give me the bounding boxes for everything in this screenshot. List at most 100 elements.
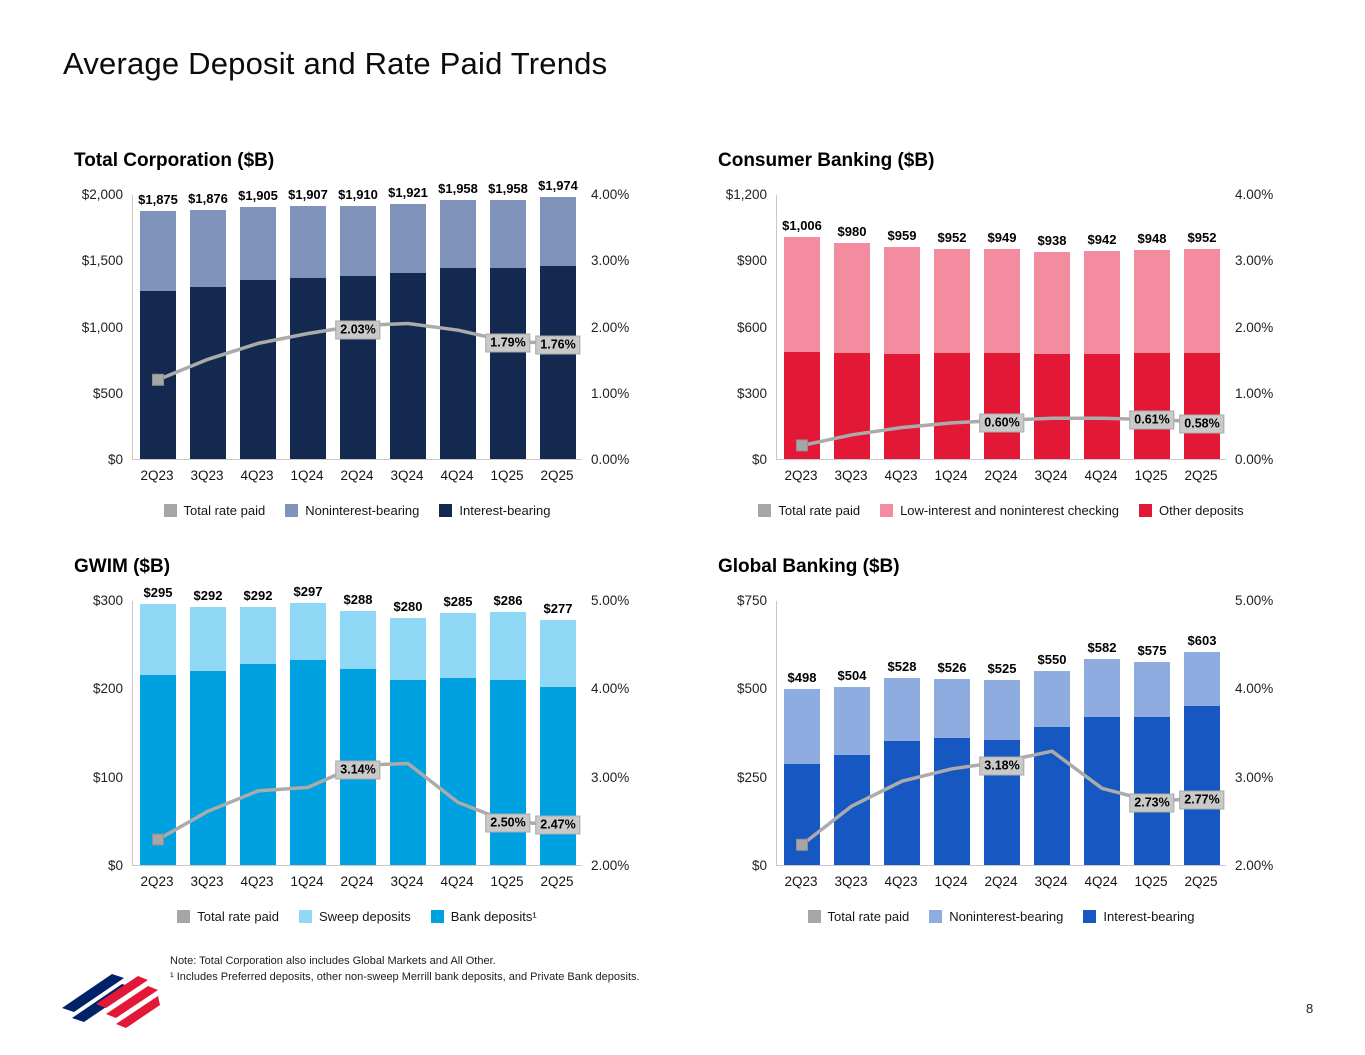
bar-total-label: $948 [1137,230,1167,246]
bar-segment-sweep-deposits [340,610,376,669]
bar-total-label: $1,910 [338,186,378,202]
bar-total-label: $285 [443,594,473,610]
bar-segment-interest-bearing [190,286,226,459]
legend-swatch-interest-bearing [439,504,453,517]
rate-tick-label: 5.00% [1235,593,1274,608]
y-tick-label: $250 [736,769,767,785]
x-axis-label: 4Q24 [440,874,474,889]
chart-consumer-banking: Consumer Banking ($B) $0 $300 $600 $900 $1,2… [706,150,1306,560]
bar-segment-interest-bearing [340,275,376,459]
legend-item-total-rate-paid: Total rate paid [163,503,265,518]
bar-total-label: $980 [837,223,867,239]
plot-area: $498 $504 $528 $526 $525 $550 $582 $575 $603 3.18… [776,601,1226,866]
bar-segment-noninterest-bearing [984,679,1020,740]
bar-segment-low-interest-and-noninterest-checking [784,236,820,352]
y-tick-label: $200 [92,681,123,697]
y-axis: $0 $500 $1,000 $1,500 $2,000 [62,187,132,467]
bar-total-label: $277 [543,601,573,617]
x-axis-label: 3Q24 [1034,874,1068,889]
bar-total-label: $603 [1187,632,1217,648]
bar-segment-noninterest-bearing [1184,651,1220,706]
bar-total-label: $938 [1037,232,1067,248]
rate-tick-label: 0.00% [1235,452,1274,467]
legend-swatch-interest-bearing [1083,910,1097,923]
bank-of-america-logo [60,972,160,1028]
x-axis-label: 1Q24 [290,874,324,889]
chart-title: Total Corporation ($B) [74,150,275,171]
rate-callout-2-47: 2.47% [535,815,581,835]
legend-item-total-rate-paid: Total rate paid [177,909,279,924]
bar-total-label: $295 [143,585,173,601]
y-tick-label: $500 [736,681,767,697]
bar-segment-other-deposits [834,353,870,459]
bar-segment-low-interest-and-noninterest-checking [1084,250,1120,355]
footnote-note: Note: Total Corporation also includes Gl… [170,955,496,967]
rate-callout-0-58: 0.58% [1179,414,1225,434]
bar-total-label: $292 [243,588,273,604]
x-axis-label: 2Q25 [1184,468,1218,483]
legend-swatch-other-deposits [1139,504,1153,517]
y-tick-label: $0 [107,858,123,873]
bar-segment-noninterest-bearing [340,205,376,276]
r-axis: 2.00% 3.00% 4.00% 5.00% [582,593,652,873]
y-tick-label: $1,500 [81,253,123,269]
rate-tick-label: 3.00% [1235,769,1274,785]
y-axis: $0 $300 $600 $900 $1,200 [706,187,776,467]
bar-total-label: $528 [887,659,917,675]
legend-label: Sweep deposits [318,909,411,924]
legend-item-interest-bearing: Interest-bearing [439,503,550,518]
legend-item-low-interest-and-noninterest-checking: Low-interest and noninterest checking [880,503,1119,518]
bar-segment-interest-bearing [240,280,276,459]
x-axis-label: 3Q24 [390,468,424,483]
bar-segment-sweep-deposits [290,602,326,661]
bar-segment-low-interest-and-noninterest-checking [834,242,870,353]
legend-swatch-low-interest-and-noninterest-checking [880,504,894,517]
legend-item-interest-bearing: Interest-bearing [1083,909,1194,924]
x-axis-label: 1Q25 [1134,874,1168,889]
bar-total-label: $1,921 [388,185,428,201]
bar-segment-sweep-deposits [540,620,576,687]
x-axis-label: 1Q24 [934,468,968,483]
x-axis-label: 4Q23 [240,468,274,483]
chart-body: $0 $300 $600 $900 $1,200 $1,006 $980 $959 $952 $9… [706,187,1296,467]
bar-segment-low-interest-and-noninterest-checking [884,247,920,355]
legend-swatch-total-rate-paid [163,504,177,517]
y-tick-label: $750 [736,593,767,608]
bar-segment-noninterest-bearing [140,210,176,291]
bar-segment-low-interest-and-noninterest-checking [1184,248,1220,354]
x-axis-labels: 2Q23 3Q23 4Q23 1Q24 2Q24 3Q24 4Q24 1Q25 2Q25 [132,874,582,894]
rate-callout-3-18: 3.18% [979,756,1025,776]
x-axis-label: 3Q23 [190,874,224,889]
bar-segment-interest-bearing [490,267,526,459]
y-tick-label: $900 [736,253,767,269]
bar-total-label: $498 [787,670,817,686]
bar-segment-sweep-deposits [240,607,276,665]
bar-segment-noninterest-bearing [834,686,870,756]
bar-segment-interest-bearing [934,737,970,865]
rate-tick-label: 4.00% [591,187,630,202]
legend-item-noninterest-bearing: Noninterest-bearing [929,909,1063,924]
bar-segment-bank-deposits [490,679,526,865]
chart-body: $0 $100 $200 $300 $295 $292 $292 $297 $288 $280 $2… [62,584,652,873]
plot-area: $295 $292 $292 $297 $288 $280 $285 $286 $277 3.14… [132,584,582,866]
legend-item-total-rate-paid: Total rate paid [758,503,860,518]
bar-total-label: $297 [293,583,323,599]
x-axis-label: 4Q24 [1084,468,1118,483]
r-axis: 0.00% 1.00% 2.00% 3.00% 4.00% [582,187,652,467]
rate-callout-0-60: 0.60% [979,413,1025,433]
rate-callout-1-76: 1.76% [535,335,581,355]
legend-swatch-total-rate-paid [807,910,821,923]
chart-total-corporation: Total Corporation ($B) $0 $500 $1,000 $1,50… [62,150,662,560]
footnotes: Note: Total Corporation also includes Gl… [170,954,640,986]
y-tick-label: $600 [736,319,767,335]
legend-label: Interest-bearing [459,503,551,518]
x-axis-label: 4Q23 [884,874,918,889]
page-number: 8 [1306,1001,1314,1016]
plot-area: $1,875 $1,876 $1,905 $1,907 $1,910 $1,921 $1,9… [132,178,582,460]
legend-swatch-sweep-deposits [298,910,312,923]
x-axis-label: 2Q23 [140,468,174,483]
bar-segment-low-interest-and-noninterest-checking [1034,251,1070,355]
bar-segment-other-deposits [934,353,970,459]
bar-segment-low-interest-and-noninterest-checking [984,249,1020,354]
bar-segment-noninterest-bearing [784,689,820,765]
